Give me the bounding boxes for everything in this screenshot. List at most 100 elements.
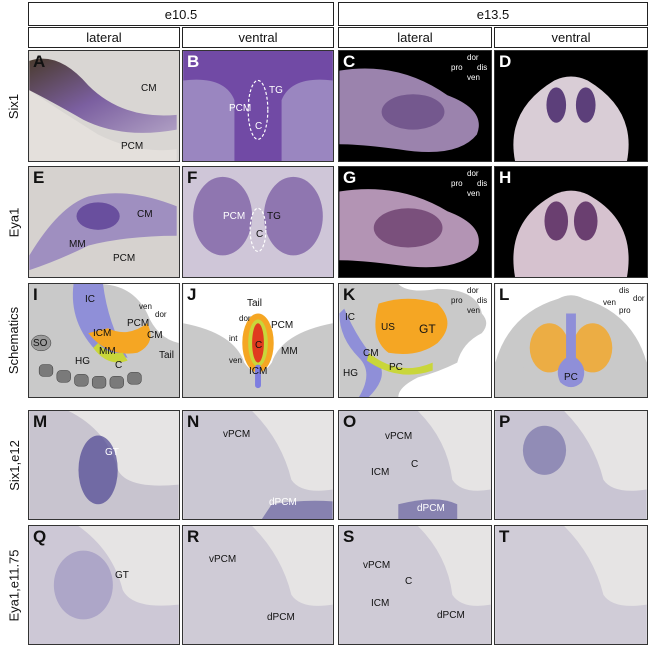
row-label-six1: Six1: [6, 93, 22, 119]
panel-K-image: [339, 284, 487, 397]
label-mm: MM: [281, 346, 298, 357]
panel-letter-P: P: [499, 412, 511, 431]
label-c: C: [255, 340, 263, 351]
compass-dis: dis: [619, 286, 630, 295]
panel-F-image: [193, 176, 323, 256]
compass-ven: ven: [139, 302, 152, 311]
panel-letter-K: K: [343, 285, 356, 304]
label-tail: Tail: [247, 298, 263, 309]
panel-L-image: [495, 284, 647, 393]
label-mm: MM: [99, 346, 116, 357]
compass-dis: dis: [477, 296, 488, 305]
panel-E: E CM MM PCM: [28, 166, 180, 278]
compass-ven: ven: [603, 298, 616, 307]
header-stage-e13-5: e13.5: [338, 2, 648, 26]
panel-N-image: [183, 411, 333, 519]
compass-dor: dor: [467, 286, 479, 295]
label-icm: ICM: [249, 366, 268, 377]
panel-letter-E: E: [33, 168, 45, 187]
compass-dis: dis: [477, 179, 488, 188]
panel-N: N vPCM dPCM: [182, 410, 334, 520]
panel-T-image: [495, 526, 647, 644]
panel-D: D: [494, 50, 648, 162]
label-c: C: [115, 360, 123, 371]
panel-letter-R: R: [187, 527, 200, 546]
panel-A-image: [29, 58, 177, 161]
compass-ven: ven: [229, 356, 242, 365]
panel-H-image: [513, 190, 629, 277]
panel-F: F TG PCM C: [182, 166, 334, 278]
panel-letter-O: O: [343, 412, 357, 431]
panel-T: T: [494, 525, 648, 645]
header-view-lateral-1: lateral: [28, 27, 180, 48]
label-pc: PC: [564, 372, 578, 383]
label-dpcm: dPCM: [267, 612, 295, 623]
panel-R: R vPCM dPCM: [182, 525, 334, 645]
label-gt: GT: [115, 570, 129, 581]
label-cm: CM: [141, 83, 157, 94]
compass-dor: dor: [467, 169, 479, 178]
panel-letter-A: A: [33, 52, 46, 71]
panel-B-image: [183, 51, 333, 161]
panel-letter-I: I: [33, 285, 38, 304]
panel-letter-F: F: [187, 168, 198, 187]
label-vpcm: vPCM: [363, 560, 391, 571]
panel-B: B TG PCM C: [182, 50, 334, 162]
panel-M-image: [29, 411, 179, 519]
panel-I-image: [29, 284, 179, 389]
panel-G: G dor pro dis ven: [338, 166, 492, 278]
panel-letter-S: S: [343, 527, 355, 546]
label-icm: ICM: [371, 598, 390, 609]
label-gt: GT: [105, 447, 119, 458]
panel-L: L dis dor ven pro PC: [494, 283, 648, 398]
panel-E-image: [29, 193, 177, 271]
label-hg: HG: [343, 368, 358, 379]
row-label-six1-e12: Six1,e12: [6, 439, 22, 491]
panel-C-image: [339, 68, 479, 153]
panel-A: A CM PCM: [28, 50, 180, 162]
compass-dor: dor: [633, 294, 645, 303]
panel-letter-H: H: [499, 168, 512, 187]
label-vpcm: vPCM: [209, 554, 237, 565]
label-c: C: [411, 459, 419, 470]
label-vpcm: vPCM: [385, 431, 413, 442]
panel-letter-Q: Q: [33, 527, 47, 546]
compass-ven: ven: [467, 73, 480, 82]
label-tg: TG: [269, 85, 283, 96]
panel-K: K dor pro dis ven IC US GT CM HG PC: [338, 283, 492, 398]
compass-pro: pro: [451, 296, 463, 305]
panel-I: I IC ven dor SO ICM PCM CM MM HG C Tail: [28, 283, 180, 398]
panel-O-image: [339, 411, 491, 519]
label-dpcm: dPCM: [437, 610, 465, 621]
label-c: C: [405, 576, 413, 587]
label-pcm: PCM: [229, 103, 252, 114]
label-hg: HG: [75, 356, 90, 367]
label-c: C: [256, 229, 264, 240]
label-tail: Tail: [159, 350, 175, 361]
label-int: int: [229, 334, 238, 343]
header-view-ventral-2: ventral: [494, 27, 648, 48]
panel-M: M GT: [28, 410, 180, 520]
panel-J-image: [183, 284, 333, 389]
compass-pro: pro: [451, 63, 463, 72]
label-gt: GT: [419, 322, 436, 336]
label-pc: PC: [389, 362, 403, 373]
compass-ven: ven: [467, 189, 480, 198]
label-tg: TG: [267, 211, 281, 222]
compass-pro: pro: [619, 306, 631, 315]
panel-S-image: [339, 526, 491, 644]
label-cm: CM: [147, 330, 163, 341]
panel-letter-M: M: [33, 412, 48, 431]
panel-letter-L: L: [499, 285, 510, 304]
panel-G-image: [339, 189, 479, 268]
label-ic: IC: [345, 312, 355, 323]
panel-O: O vPCM ICM C dPCM: [338, 410, 492, 520]
label-dpcm: dPCM: [269, 497, 297, 508]
label-pcm: PCM: [223, 211, 246, 222]
label-so: SO: [33, 338, 48, 349]
label-pcm: PCM: [113, 253, 136, 264]
panel-Q: Q GT: [28, 525, 180, 645]
panel-letter-B: B: [187, 52, 200, 71]
label-pcm: PCM: [271, 320, 294, 331]
compass-pro: pro: [451, 179, 463, 188]
